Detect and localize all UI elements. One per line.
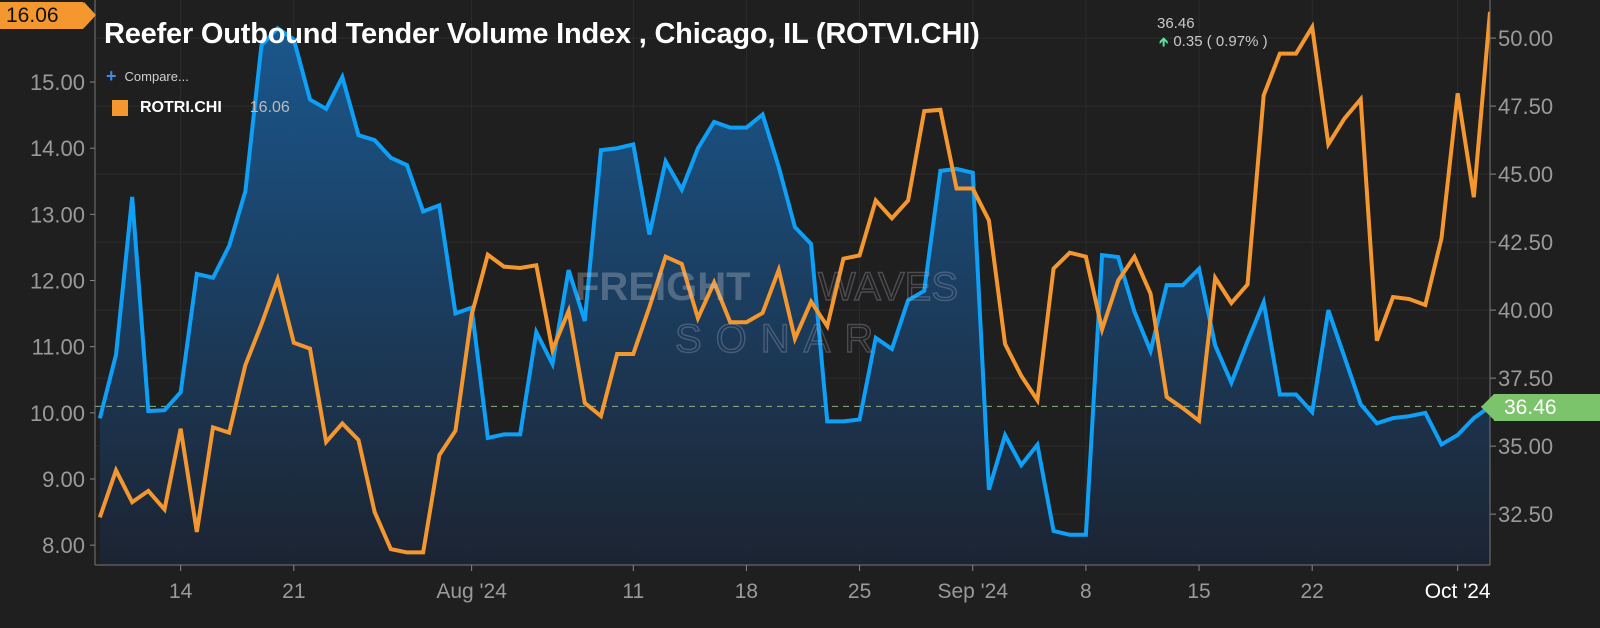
right-axis-label: 35.00	[1498, 434, 1553, 459]
legend-item-rotri[interactable]: ROTRI.CHI 16.06	[112, 99, 290, 117]
left-axis-label: 14.00	[30, 136, 85, 161]
left-axis-label: 9.00	[42, 467, 85, 492]
rotri-line[interactable]	[97, 11, 1490, 555]
legend-value: 16.06	[249, 99, 290, 116]
rotri-last-value-tag: 16.06	[0, 2, 96, 29]
change-value: 0.35 ( 0.97% )	[1173, 33, 1268, 50]
x-axis-label: 22	[1301, 580, 1324, 603]
chart-title: Reefer Outbound Tender Volume Index , Ch…	[104, 18, 980, 50]
right-axis-label: 37.50	[1498, 366, 1553, 391]
right-axis-label: 50.00	[1498, 26, 1553, 51]
right-axis-label: 40.00	[1498, 298, 1553, 323]
left-axis-label: 12.00	[30, 269, 85, 294]
left-axis-label: 11.00	[32, 335, 85, 360]
compare-label: Compare...	[124, 69, 189, 84]
arrow-up-icon: 🡹	[1159, 34, 1169, 49]
x-axis-label: 15	[1187, 580, 1210, 603]
x-axis-label: Oct '24	[1425, 580, 1491, 603]
x-axis-label: 18	[735, 580, 758, 603]
left-axis-label: 10.00	[30, 401, 85, 426]
rotvi-area	[99, 28, 1490, 565]
watermark-brand-bold: FREIGHT	[575, 265, 751, 309]
right-axis-label: 45.00	[1498, 162, 1553, 187]
left-axis-label: 13.00	[30, 202, 85, 227]
legend-symbol: ROTRI.CHI	[140, 99, 222, 116]
x-axis-label: Sep '24	[937, 580, 1008, 603]
x-axis-label: 25	[848, 580, 871, 603]
left-axis-label: 8.00	[42, 533, 85, 558]
left-axis-label: 15.00	[30, 70, 85, 95]
axes: 32.50 35.00 37.50 40.00 42.50 45.00 47.50 50.00…	[30, 0, 1553, 603]
rotvi-line[interactable]	[97, 25, 1490, 537]
x-axis-label: 11	[622, 580, 644, 603]
compare-button[interactable]: + Compare...	[106, 66, 189, 87]
x-axis-label: 8	[1080, 580, 1092, 603]
rotvi-last-value-tag: 36.46	[1481, 394, 1600, 421]
x-axis-label: 14	[169, 580, 193, 603]
legend-swatch	[112, 100, 128, 116]
right-axis-label: 42.50	[1498, 230, 1553, 255]
watermark-brand-light: WAVES	[818, 265, 958, 309]
watermark-product: SONAR	[675, 317, 887, 361]
plus-icon: +	[106, 66, 117, 86]
last-value: 36.46	[1157, 15, 1195, 32]
last-quote: 36.46 🡹 0.35 ( 0.97% )	[1157, 15, 1268, 51]
right-axis-label: 32.50	[1498, 502, 1553, 527]
x-axis-label: 21	[282, 580, 305, 603]
right-axis-label: 47.50	[1498, 94, 1553, 119]
watermark: FREIGHT WAVES SONAR	[575, 264, 959, 361]
x-axis-label: Aug '24	[436, 580, 507, 603]
